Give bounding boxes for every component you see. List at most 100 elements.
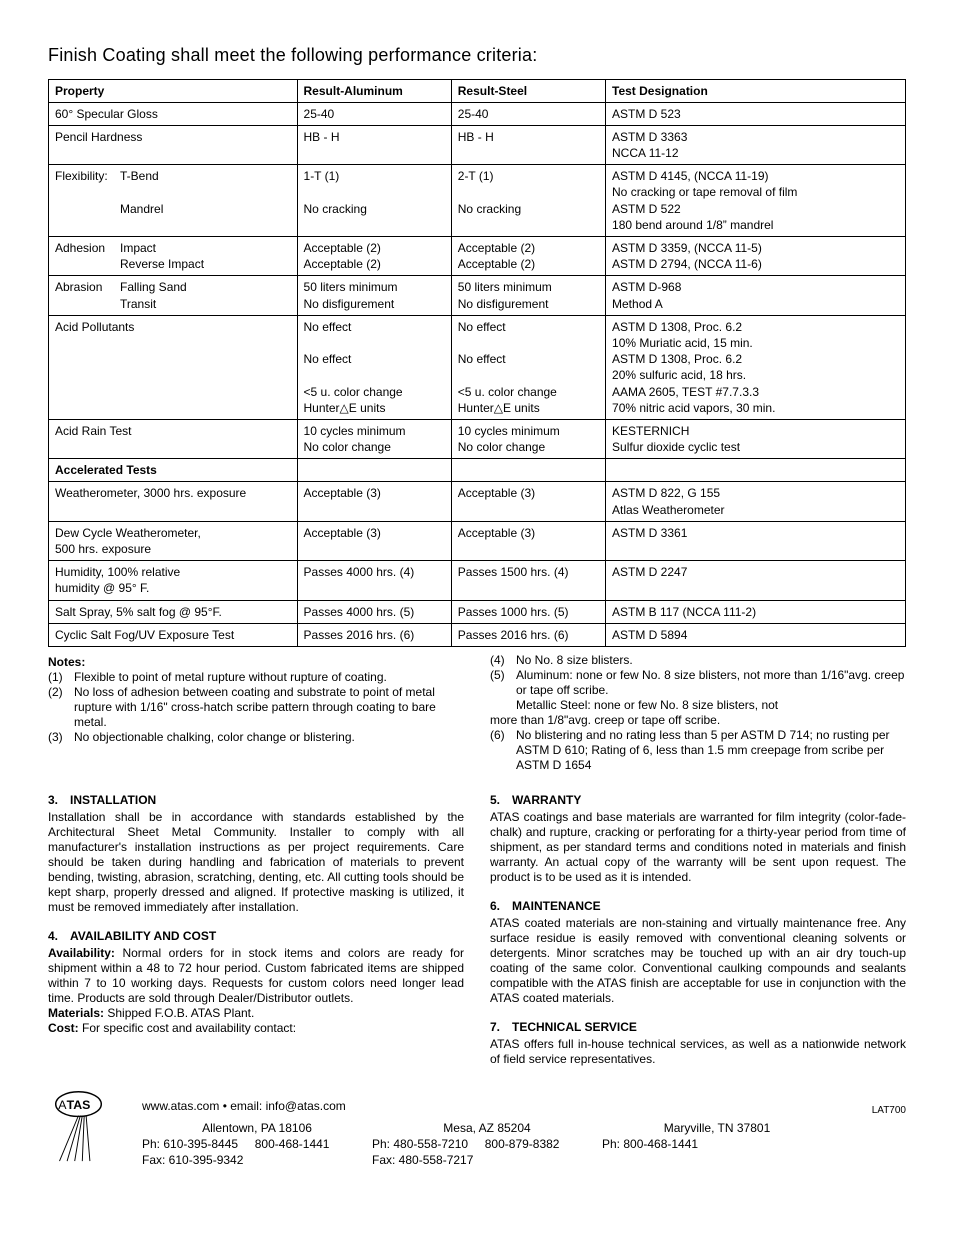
footer-location: Mesa, AZ 85204Ph: 480-558-7210 800-879-8…: [372, 1120, 602, 1169]
cell-aluminum: Acceptable (2)Acceptable (2): [297, 237, 451, 276]
table-row: Accelerated Tests: [49, 459, 906, 482]
cell-aluminum: 10 cycles minimumNo color change: [297, 419, 451, 458]
note-num: (3): [48, 730, 70, 745]
cell-property: 60° Specular Gloss: [49, 102, 298, 125]
doc-code: LAT700: [846, 1105, 906, 1118]
loc-phone: Ph: 800-468-1441: [602, 1136, 698, 1152]
footer-location: Allentown, PA 18106Ph: 610-395-8445 800-…: [142, 1120, 372, 1169]
loc-city: Maryville, TN 37801: [602, 1120, 832, 1136]
cell-test: ASTM D-968Method A: [606, 276, 906, 315]
table-row: Flexibility:T-BendMandrel1-T (1)No crack…: [49, 165, 906, 237]
loc-fax: Fax: 610-395-9342: [142, 1152, 372, 1168]
table-row: Acid PollutantsNo effectNo effect<5 u. c…: [49, 315, 906, 419]
cell-test: ASTM D 4145, (NCCA 11-19)No cracking or …: [606, 165, 906, 237]
note-text: No blistering and no rating less than 5 …: [516, 728, 906, 773]
cell-steel: 2-T (1)No cracking: [451, 165, 605, 237]
section-heading: 7.TECHNICAL SERVICE: [490, 1020, 906, 1035]
note-line: (3) No objectionable chalking, color chan…: [48, 730, 464, 745]
footer: TAS A www.atas.com • email: info@atas.co…: [48, 1087, 906, 1169]
cell-test: ASTM D 822, G 155Atlas Weatherometer: [606, 482, 906, 521]
cell-steel: 50 liters minimumNo disfigurement: [451, 276, 605, 315]
svg-text:TAS: TAS: [67, 1098, 91, 1112]
cell-aluminum: Passes 4000 hrs. (5): [297, 600, 451, 623]
th-steel: Result-Steel: [451, 79, 605, 102]
cell-steel: Acceptable (3): [451, 521, 605, 560]
note-line: (5)Aluminum: none or few No. 8 size blis…: [490, 668, 906, 713]
performance-table: Property Result-Aluminum Result-Steel Te…: [48, 79, 906, 647]
cell-property: Humidity, 100% relative humidity @ 95° F…: [49, 561, 298, 600]
cell-aluminum: Passes 4000 hrs. (4): [297, 561, 451, 600]
sections-columns: 3.INSTALLATIONInstallation shall be in a…: [48, 779, 906, 1067]
loc-city: Allentown, PA 18106: [142, 1120, 372, 1136]
footer-location: Maryville, TN 37801Ph: 800-468-1441: [602, 1120, 832, 1152]
th-aluminum: Result-Aluminum: [297, 79, 451, 102]
cell-aluminum: Passes 2016 hrs. (6): [297, 623, 451, 646]
svg-text:A: A: [58, 1098, 67, 1112]
cell-aluminum: 1-T (1)No cracking: [297, 165, 451, 237]
note-line: (6)No blistering and no rating less than…: [490, 728, 906, 773]
cell-test: ASTM D 5894: [606, 623, 906, 646]
cell-property: Cyclic Salt Fog/UV Exposure Test: [49, 623, 298, 646]
table-row: Pencil HardnessHB - HHB - HASTM D 3363NC…: [49, 125, 906, 164]
note-text: Flexible to point of metal rupture witho…: [74, 670, 464, 685]
cell-property: AbrasionFalling SandTransit: [49, 276, 298, 315]
cell-aluminum: 25-40: [297, 102, 451, 125]
atas-logo-icon: TAS A: [48, 1087, 128, 1163]
cell-steel: 25-40: [451, 102, 605, 125]
section-heading: 4.AVAILABILITY AND COST: [48, 929, 464, 944]
section-heading: 5.WARRANTY: [490, 793, 906, 808]
cell-property: Pencil Hardness: [49, 125, 298, 164]
note-text: Aluminum: none or few No. 8 size blister…: [516, 668, 906, 713]
th-test: Test Designation: [606, 79, 906, 102]
loc-city: Mesa, AZ 85204: [372, 1120, 602, 1136]
cell-test: ASTM D 3359, (NCCA 11-5)ASTM D 2794, (NC…: [606, 237, 906, 276]
section-body: ATAS coatings and base materials are war…: [490, 810, 906, 885]
section-heading: 6.MAINTENANCE: [490, 899, 906, 914]
section-body: Availability: Normal orders for in stock…: [48, 946, 464, 1036]
note-line: (4) No No. 8 size blisters.: [490, 653, 906, 668]
note-line: (2)No loss of adhesion between coating a…: [48, 685, 464, 730]
note-text: No loss of adhesion between coating and …: [74, 685, 464, 730]
section-cell: Accelerated Tests: [49, 459, 298, 482]
cell-steel: 10 cycles minimumNo color change: [451, 419, 605, 458]
cell-steel: Acceptable (2)Acceptable (2): [451, 237, 605, 276]
cell-property: Flexibility:T-BendMandrel: [49, 165, 298, 237]
cell-aluminum: 50 liters minimumNo disfigurement: [297, 276, 451, 315]
note-num: (1): [48, 670, 70, 685]
cell-aluminum: HB - H: [297, 125, 451, 164]
cell-property: Acid Rain Test: [49, 419, 298, 458]
table-row: Acid Rain Test10 cycles minimumNo color …: [49, 419, 906, 458]
table-row: 60° Specular Gloss25-4025-40ASTM D 523: [49, 102, 906, 125]
note-line: (1) Flexible to point of metal rupture wi…: [48, 670, 464, 685]
loc-phone: Ph: 610-395-8445: [142, 1136, 238, 1152]
cell-property: AdhesionImpactReverse Impact: [49, 237, 298, 276]
section-body: Installation shall be in accordance with…: [48, 810, 464, 915]
cell-steel: Passes 2016 hrs. (6): [451, 623, 605, 646]
cell-steel: HB - H: [451, 125, 605, 164]
th-property: Property: [49, 79, 298, 102]
cell-test: ASTM D 523: [606, 102, 906, 125]
note-text: No objectionable chalking, color change …: [74, 730, 464, 745]
page-title: Finish Coating shall meet the following …: [48, 44, 906, 67]
notes-columns: Notes: (1)Flexible to point of metal rup…: [48, 653, 906, 773]
note-text: more than 1/8"avg. creep or tape off scr…: [490, 713, 906, 728]
cell-test: ASTM B 117 (NCCA 111-2): [606, 600, 906, 623]
table-row: Weatherometer, 3000 hrs. exposureAccepta…: [49, 482, 906, 521]
cell-property: Acid Pollutants: [49, 315, 298, 419]
loc-tollfree: 800-468-1441: [255, 1136, 330, 1152]
cell-property: Salt Spray, 5% salt fog @ 95°F.: [49, 600, 298, 623]
cell-aluminum: Acceptable (3): [297, 482, 451, 521]
cell-test: ASTM D 2247: [606, 561, 906, 600]
note-line: more than 1/8"avg. creep or tape off scr…: [490, 713, 906, 728]
section-body: ATAS coated materials are non-staining a…: [490, 916, 906, 1006]
table-row: AdhesionImpactReverse ImpactAcceptable (…: [49, 237, 906, 276]
note-text: No No. 8 size blisters.: [516, 653, 906, 668]
loc-fax: Fax: 480-558-7217: [372, 1152, 602, 1168]
cell-property: Weatherometer, 3000 hrs. exposure: [49, 482, 298, 521]
table-row: Salt Spray, 5% salt fog @ 95°F.Passes 40…: [49, 600, 906, 623]
note-num: (4): [490, 653, 512, 668]
cell-steel: Passes 1500 hrs. (4): [451, 561, 605, 600]
cell-aluminum: Acceptable (3): [297, 521, 451, 560]
cell-test: ASTM D 1308, Proc. 6.210% Muriatic acid,…: [606, 315, 906, 419]
cell-test: ASTM D 3363NCCA 11-12: [606, 125, 906, 164]
